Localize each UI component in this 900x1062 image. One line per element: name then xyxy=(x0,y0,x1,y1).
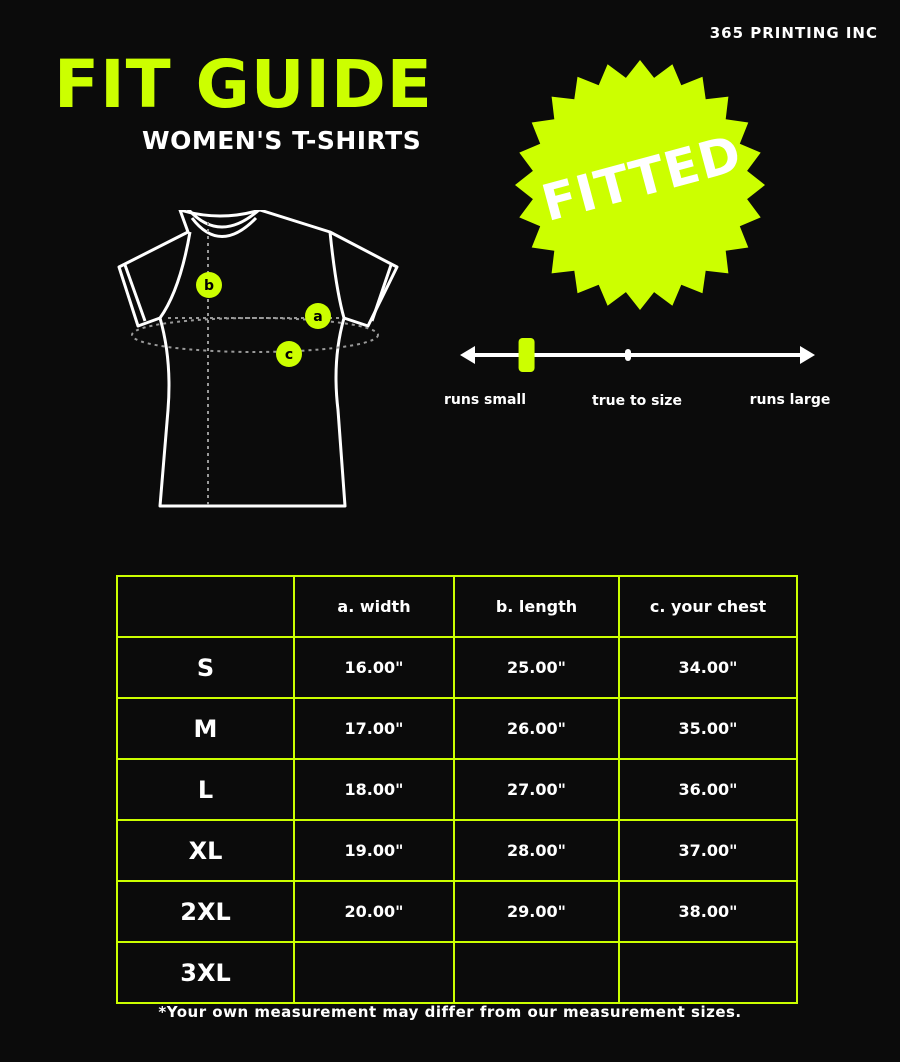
size-cell: 2XL xyxy=(116,880,295,943)
value-cell: 17.00" xyxy=(293,697,455,760)
value-cell xyxy=(293,941,455,1004)
header-length: b. length xyxy=(453,575,620,638)
table-row: M 17.00" 26.00" 35.00" xyxy=(116,697,798,760)
fit-indicator xyxy=(518,338,535,372)
value-cell: 27.00" xyxy=(453,758,620,821)
starburst-badge xyxy=(515,60,765,310)
true-to-size-tick xyxy=(625,349,631,361)
chest-ellipse xyxy=(131,317,379,353)
table-header: a. width b. length c. your chest xyxy=(116,575,798,638)
collar xyxy=(186,210,262,229)
header-chest: c. your chest xyxy=(618,575,798,638)
tshirt-outline xyxy=(117,210,399,508)
value-cell: 28.00" xyxy=(453,819,620,882)
value-cell: 18.00" xyxy=(293,758,455,821)
marker-b-icon xyxy=(196,272,222,298)
value-cell: 25.00" xyxy=(453,636,620,699)
header-width: a. width xyxy=(293,575,455,638)
value-cell: 19.00" xyxy=(293,819,455,882)
size-cell: S xyxy=(116,636,295,699)
runs-small-label: runs small xyxy=(443,392,526,408)
size-cell: 3XL xyxy=(116,941,295,1004)
value-cell: 36.00" xyxy=(618,758,798,821)
size-cell: M xyxy=(116,697,295,760)
runs-large-label: runs large xyxy=(749,392,831,408)
value-cell: 29.00" xyxy=(453,880,620,943)
table-row: S 16.00" 25.00" 34.00" xyxy=(116,636,798,699)
table-row: 2XL 20.00" 29.00" 38.00" xyxy=(116,880,798,943)
tshirt-diagram: b a c xyxy=(117,210,399,508)
value-cell xyxy=(618,941,798,1004)
value-cell: 37.00" xyxy=(618,819,798,882)
marker-b: b xyxy=(204,278,214,294)
marker-a-icon xyxy=(305,303,331,329)
value-cell: 26.00" xyxy=(453,697,620,760)
arrow-left-icon xyxy=(460,346,475,364)
marker-c-icon xyxy=(276,341,302,367)
marker-c: c xyxy=(285,347,293,363)
value-cell: 35.00" xyxy=(618,697,798,760)
value-cell: 16.00" xyxy=(293,636,455,699)
value-cell: 20.00" xyxy=(293,880,455,943)
arrow-right-icon xyxy=(800,346,815,364)
value-cell: 34.00" xyxy=(618,636,798,699)
value-cell xyxy=(453,941,620,1004)
disclaimer-note: *Your own measurement may differ from ou… xyxy=(158,1003,742,1021)
size-table: a. width b. length c. your chest S 16.00"… xyxy=(116,575,798,1004)
true-to-size-label: true to size xyxy=(592,393,682,409)
size-cell: L xyxy=(116,758,295,821)
brand-name: 365 PRINTING INC xyxy=(709,24,878,42)
page-subtitle: WOMEN'S T-SHIRTS xyxy=(142,126,422,155)
value-cell: 38.00" xyxy=(618,880,798,943)
marker-a: a xyxy=(313,309,322,325)
table-row: XL 19.00" 28.00" 37.00" xyxy=(116,819,798,882)
table-row: L 18.00" 27.00" 36.00" xyxy=(116,758,798,821)
page-title: FIT GUIDE xyxy=(54,46,433,123)
size-cell: XL xyxy=(116,819,295,882)
table-row: 3XL xyxy=(116,941,798,1004)
header-size xyxy=(116,575,295,638)
fit-scale xyxy=(460,338,815,372)
